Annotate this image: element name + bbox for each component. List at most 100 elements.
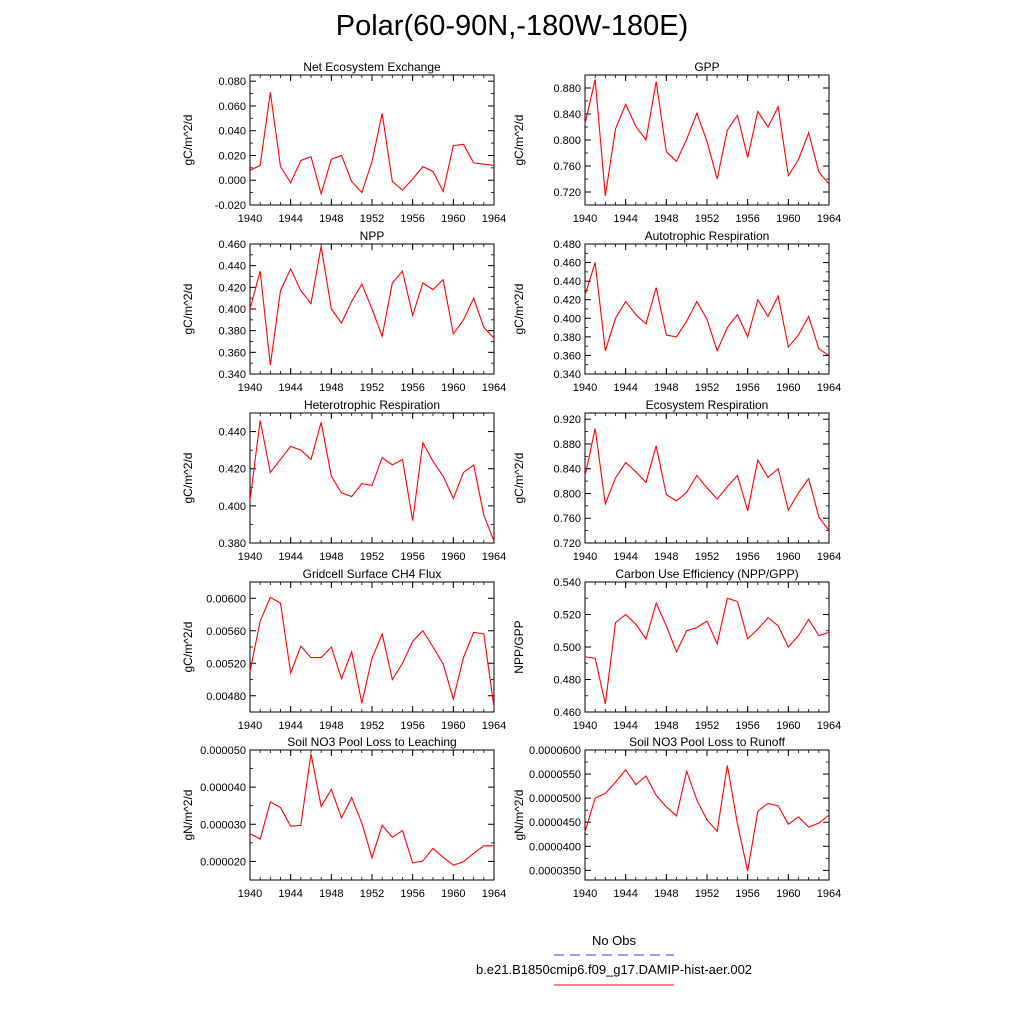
y-tick-label: 0.000050 (200, 745, 246, 757)
x-tick-label: 1944 (613, 551, 637, 563)
y-axis-label: gC/m^2/d (181, 115, 195, 166)
x-tick-label: 1944 (613, 888, 637, 900)
x-tick-label: 1940 (573, 213, 597, 225)
panel-title: Net Ecosystem Exchange (303, 60, 441, 74)
x-tick-label: 1944 (278, 382, 302, 394)
y-tick-label: -0.020 (215, 200, 246, 212)
x-tick-label: 1964 (817, 551, 841, 563)
x-tick-label: 1960 (441, 551, 465, 563)
panel-7: 1940 1944 1948 1952 1956 1960 1964 0.460 0.480 0.… (512, 567, 841, 732)
panel-title: Ecosystem Respiration (646, 398, 769, 412)
x-tick-label: 1948 (654, 382, 678, 394)
x-tick-label: 1948 (319, 382, 343, 394)
panel-title: Soil NO3 Pool Loss to Runoff (629, 735, 786, 749)
x-tick-label: 1940 (573, 888, 597, 900)
y-tick-label: 0.080 (218, 76, 246, 88)
panel-5: 1940 1944 1948 1952 1956 1960 1964 0.720 0.760 0.… (512, 398, 841, 563)
x-tick-label: 1960 (441, 720, 465, 732)
plot-frame (584, 581, 830, 713)
y-tick-label: 0.440 (218, 427, 246, 439)
panel-title: Autotrophic Respiration (645, 229, 770, 243)
x-tick-label: 1948 (654, 551, 678, 563)
x-tick-label: 1956 (735, 720, 759, 732)
y-tick-label: 0.00480 (206, 691, 246, 703)
y-tick-label: 0.480 (553, 239, 581, 251)
panel-title: NPP (360, 229, 385, 243)
panel-9: 1940 1944 1948 1952 1956 1960 1964 0.0000350 0.0… (512, 735, 841, 900)
y-tick-label: 0.480 (553, 675, 581, 687)
y-tick-label: 0.800 (553, 135, 581, 147)
x-tick-label: 1952 (360, 382, 384, 394)
x-tick-label: 1964 (482, 382, 506, 394)
x-tick-label: 1960 (776, 720, 800, 732)
plot-frame (249, 412, 495, 544)
x-tick-label: 1944 (613, 213, 637, 225)
y-tick-label: 0.880 (553, 439, 581, 451)
y-tick-label: 0.500 (553, 642, 581, 654)
x-tick-label: 1956 (400, 551, 424, 563)
x-tick-label: 1964 (482, 551, 506, 563)
y-tick-label: 0.520 (553, 610, 581, 622)
y-tick-label: 0.0000400 (529, 841, 581, 853)
y-tick-label: 0.420 (218, 464, 246, 476)
y-axis-label: gC/m^2/d (512, 453, 526, 504)
x-tick-label: 1940 (573, 551, 597, 563)
y-tick-label: 0.020 (218, 150, 246, 162)
legend-label: No Obs (592, 933, 637, 948)
y-tick-label: 0.0000550 (529, 769, 581, 781)
x-tick-label: 1960 (776, 213, 800, 225)
x-tick-label: 1960 (441, 213, 465, 225)
series-line (584, 262, 830, 356)
x-tick-label: 1944 (278, 720, 302, 732)
y-tick-label: 0.340 (553, 369, 581, 381)
y-tick-label: 0.460 (553, 707, 581, 719)
panel-title: Heterotrophic Respiration (304, 398, 440, 412)
x-tick-label: 1944 (613, 382, 637, 394)
y-tick-label: 0.800 (553, 488, 581, 500)
panel-title: Carbon Use Efficiency (NPP/GPP) (615, 567, 798, 581)
y-tick-label: 0.400 (553, 313, 581, 325)
panel-0: 1940 1944 1948 1952 1956 1960 1964 -0.020 0.000 0… (181, 60, 506, 225)
y-tick-label: 0.0000450 (529, 817, 581, 829)
x-tick-label: 1952 (695, 382, 719, 394)
x-tick-label: 1944 (613, 720, 637, 732)
y-tick-label: 0.060 (218, 101, 246, 113)
y-tick-label: 0.0000350 (529, 865, 581, 877)
x-tick-label: 1960 (441, 382, 465, 394)
series-line (249, 246, 495, 366)
y-tick-label: 0.380 (218, 538, 246, 550)
y-axis-label: gN/m^2/d (512, 790, 526, 841)
y-tick-label: 0.840 (553, 464, 581, 476)
y-tick-label: 0.400 (218, 501, 246, 513)
legend: No Obs b.e21.B1850cmip6.f09_g17.DAMIP-his… (476, 933, 752, 986)
panel-2: 1940 1944 1948 1952 1956 1960 1964 0.340 0.360 0.… (181, 229, 506, 394)
x-tick-label: 1940 (238, 888, 262, 900)
x-tick-label: 1944 (278, 551, 302, 563)
y-tick-label: 0.880 (553, 83, 581, 95)
x-tick-label: 1964 (817, 720, 841, 732)
x-tick-label: 1964 (817, 888, 841, 900)
y-tick-label: 0.00560 (206, 626, 246, 638)
x-tick-label: 1964 (482, 720, 506, 732)
x-tick-label: 1940 (573, 382, 597, 394)
y-axis-label: gC/m^2/d (181, 622, 195, 673)
x-tick-label: 1964 (817, 382, 841, 394)
x-tick-label: 1952 (695, 213, 719, 225)
x-tick-label: 1952 (695, 720, 719, 732)
panel-title: Gridcell Surface CH4 Flux (303, 567, 442, 581)
x-tick-label: 1940 (238, 382, 262, 394)
panel-6: 1940 1944 1948 1952 1956 1960 1964 0.00480 0.005… (181, 567, 506, 732)
y-tick-label: 0.00600 (206, 593, 246, 605)
plot-frame (249, 74, 495, 206)
y-tick-label: 0.840 (553, 109, 581, 121)
x-tick-label: 1948 (319, 551, 343, 563)
panel-8: 1940 1944 1948 1952 1956 1960 1964 0.000020 0.00… (181, 735, 506, 900)
x-tick-label: 1956 (400, 888, 424, 900)
y-tick-label: 0.420 (553, 295, 581, 307)
x-tick-label: 1948 (319, 888, 343, 900)
x-tick-label: 1952 (360, 720, 384, 732)
y-tick-label: 0.460 (553, 258, 581, 270)
x-tick-label: 1956 (400, 213, 424, 225)
y-axis-label: NPP/GPP (512, 620, 526, 673)
x-tick-label: 1944 (278, 213, 302, 225)
